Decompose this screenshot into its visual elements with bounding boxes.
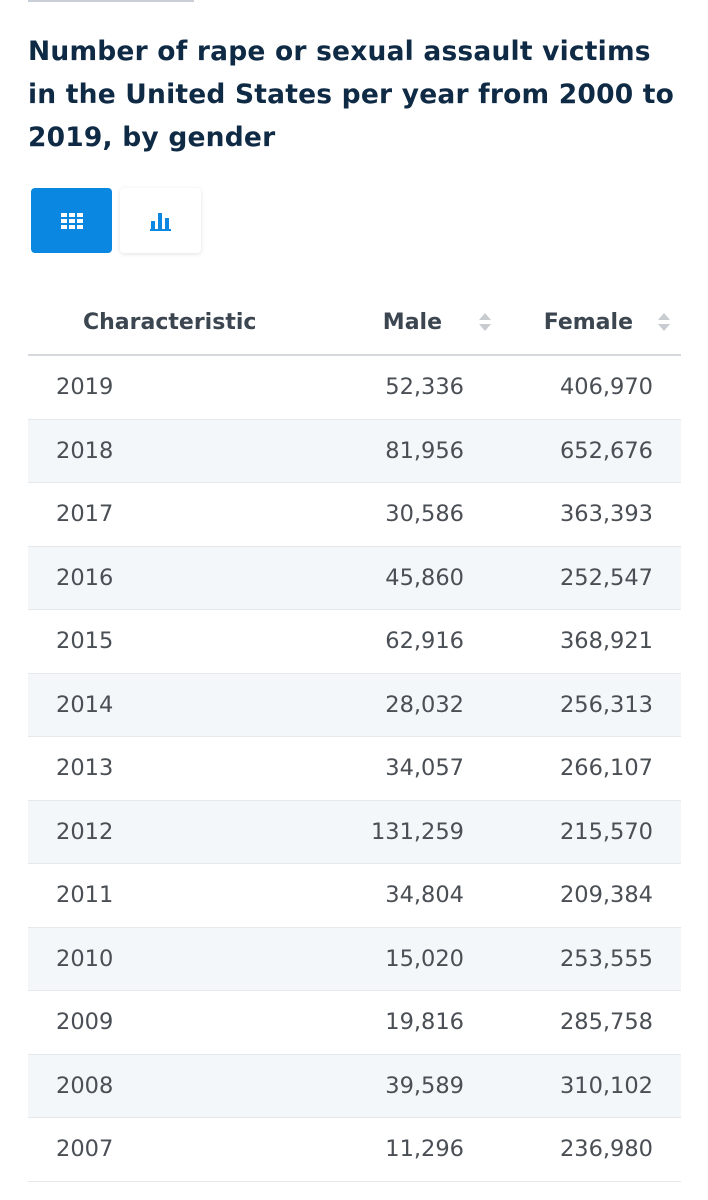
- cell-male: 15,020: [283, 927, 492, 991]
- cell-year: 2015: [28, 609, 283, 674]
- table-row: 2008 39,589 310,102: [28, 1054, 681, 1118]
- cell-female: 285,758: [492, 990, 681, 1055]
- table-row: 2019 52,336 406,970: [28, 355, 681, 420]
- cell-female: 363,393: [492, 482, 681, 547]
- table-row: 2012 131,259 215,570: [28, 800, 681, 864]
- column-header-label: Male: [382, 309, 442, 335]
- cell-male: 28,032: [283, 673, 492, 737]
- sort-icon[interactable]: [657, 311, 671, 333]
- cell-year: 2012: [28, 800, 283, 864]
- cell-year: 2017: [28, 482, 283, 547]
- table-row: 2007 11,296 236,980: [28, 1117, 681, 1182]
- top-divider: [28, 0, 194, 2]
- cell-male: 39,589: [283, 1054, 492, 1118]
- cell-male: 81,956: [283, 419, 492, 483]
- table-row: 2014 28,032 256,313: [28, 673, 681, 737]
- cell-female: 266,107: [492, 736, 681, 801]
- cell-female: 310,102: [492, 1054, 681, 1118]
- cell-year: 2009: [28, 990, 283, 1055]
- cell-year: 2016: [28, 546, 283, 610]
- table-body: 2019 52,336 406,970 2018 81,956 652,676 …: [28, 355, 681, 1182]
- column-header-label: Characteristic: [83, 309, 257, 335]
- table-row: 2010 15,020 253,555: [28, 927, 681, 991]
- bar-chart-icon: [149, 212, 171, 231]
- cell-female: 652,676: [492, 419, 681, 483]
- data-table: Characteristic Male: [28, 290, 681, 1182]
- cell-male: 19,816: [283, 990, 492, 1055]
- data-table-container: Characteristic Male: [28, 290, 681, 1182]
- cell-female: 256,313: [492, 673, 681, 737]
- cell-female: 236,980: [492, 1117, 681, 1182]
- cell-female: 215,570: [492, 800, 681, 864]
- table-row: 2009 19,816 285,758: [28, 990, 681, 1055]
- view-toggle: [31, 188, 201, 253]
- sort-icon[interactable]: [478, 311, 492, 333]
- cell-male: 11,296: [283, 1117, 492, 1182]
- table-row: 2016 45,860 252,547: [28, 546, 681, 610]
- column-header-male[interactable]: Male: [283, 290, 492, 356]
- table-header-row: Characteristic Male: [28, 290, 681, 356]
- table-row: 2013 34,057 266,107: [28, 736, 681, 801]
- cell-male: 30,586: [283, 482, 492, 547]
- page-title: Number of rape or sexual assault victims…: [28, 36, 675, 153]
- cell-year: 2007: [28, 1117, 283, 1182]
- table-row: 2018 81,956 652,676: [28, 419, 681, 483]
- cell-year: 2010: [28, 927, 283, 991]
- cell-female: 209,384: [492, 863, 681, 928]
- cell-female: 368,921: [492, 609, 681, 674]
- cell-male: 34,057: [283, 736, 492, 801]
- cell-year: 2014: [28, 673, 283, 737]
- table-grid-icon: [60, 212, 83, 229]
- table-view-button[interactable]: [31, 188, 112, 253]
- column-header-female[interactable]: Female: [492, 290, 681, 356]
- cell-year: 2011: [28, 863, 283, 928]
- table-row: 2017 30,586 363,393: [28, 482, 681, 547]
- cell-female: 252,547: [492, 546, 681, 610]
- column-header-label: Female: [543, 309, 633, 335]
- column-header-characteristic[interactable]: Characteristic: [28, 290, 283, 356]
- chart-view-button[interactable]: [120, 188, 201, 253]
- cell-male: 45,860: [283, 546, 492, 610]
- cell-female: 406,970: [492, 355, 681, 420]
- cell-male: 131,259: [283, 800, 492, 864]
- cell-male: 34,804: [283, 863, 492, 928]
- table-row: 2011 34,804 209,384: [28, 863, 681, 928]
- cell-year: 2018: [28, 419, 283, 483]
- cell-female: 253,555: [492, 927, 681, 991]
- table-row: 2015 62,916 368,921: [28, 609, 681, 674]
- cell-male: 52,336: [283, 355, 492, 420]
- cell-year: 2013: [28, 736, 283, 801]
- cell-year: 2008: [28, 1054, 283, 1118]
- cell-male: 62,916: [283, 609, 492, 674]
- cell-year: 2019: [28, 355, 283, 420]
